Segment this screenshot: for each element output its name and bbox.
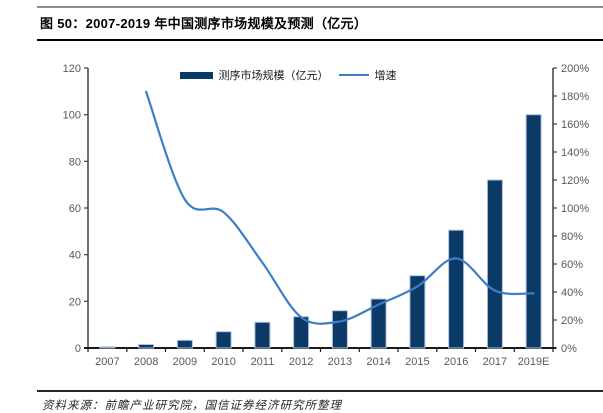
y-axis-right-tick-label: 60% bbox=[561, 259, 583, 271]
legend-item-line: 增速 bbox=[338, 67, 397, 83]
growth-line bbox=[145, 90, 535, 325]
x-axis-category-label: 2010 bbox=[211, 356, 235, 368]
footer-divider bbox=[37, 390, 603, 392]
figure-title: 图 50：2007-2019 年中国测序市场规模及预测（亿元） bbox=[40, 16, 368, 31]
legend-item-bars: 测序市场规模（亿元） bbox=[179, 67, 329, 83]
y-axis-right-tick-label: 180% bbox=[561, 91, 589, 103]
y-axis-left-tick-label: 120 bbox=[63, 63, 81, 75]
y-axis-right-tick-label: 140% bbox=[561, 147, 589, 159]
x-axis-category-label: 2008 bbox=[134, 356, 158, 368]
x-axis-category-label: 2015 bbox=[405, 356, 429, 368]
bar-2016 bbox=[448, 229, 465, 349]
y-axis-left-tick-label: 40 bbox=[69, 250, 81, 262]
top-divider bbox=[37, 6, 603, 8]
chart-legend: 测序市场规模（亿元） 增速 bbox=[88, 68, 488, 82]
x-axis-category-label: 2012 bbox=[289, 356, 313, 368]
bar-2017 bbox=[486, 179, 503, 349]
bar-2014 bbox=[370, 298, 387, 349]
y-axis-right-tick-label: 20% bbox=[561, 315, 583, 327]
legend-bars-label: 测序市场规模（亿元） bbox=[218, 70, 329, 82]
bar-2010 bbox=[215, 331, 232, 349]
x-axis-category-label: 2017 bbox=[483, 356, 507, 368]
x-axis-category-label: 2016 bbox=[444, 356, 468, 368]
y-axis-left-tick-label: 100 bbox=[63, 110, 81, 122]
y-axis-right-tick-label: 40% bbox=[561, 287, 583, 299]
x-axis-category-label: 2013 bbox=[328, 356, 352, 368]
x-axis-category-label: 2019E bbox=[518, 356, 550, 368]
bar-2009 bbox=[176, 339, 193, 349]
y-axis-left-tick-label: 60 bbox=[69, 203, 81, 215]
x-axis-category-label: 2009 bbox=[173, 356, 197, 368]
bar-2019E bbox=[525, 114, 542, 349]
bar-2011 bbox=[254, 321, 271, 349]
legend-line-label: 增速 bbox=[374, 70, 397, 82]
x-axis-category-label: 2007 bbox=[95, 356, 119, 368]
y-axis-left-tick-label: 0 bbox=[75, 343, 81, 355]
bar-2015 bbox=[409, 275, 426, 349]
bar-series-swatch-icon bbox=[179, 71, 213, 79]
y-axis-right-tick-label: 200% bbox=[561, 63, 589, 75]
y-axis-left-tick-label: 20 bbox=[69, 296, 81, 308]
y-axis-right-tick-label: 100% bbox=[561, 203, 589, 215]
line-series-swatch-icon bbox=[338, 74, 369, 76]
y-axis-right-tick-label: 80% bbox=[561, 231, 583, 243]
y-axis-right-tick-label: 120% bbox=[561, 175, 589, 187]
bar-2013 bbox=[331, 310, 348, 349]
source-note: 资料来源：前瞻产业研究院，国信证券经济研究所整理 bbox=[42, 398, 342, 412]
bar-2008 bbox=[138, 344, 155, 349]
x-axis-category-label: 2014 bbox=[366, 356, 390, 368]
chart-canvas: 0 20 40 60 80 100 120 0% 20% 40% 60% 80% 100% 120% 140… bbox=[63, 63, 590, 368]
y-axis-right-tick-label: 160% bbox=[561, 119, 589, 131]
y-axis-left-tick-label: 80 bbox=[69, 156, 81, 168]
x-axis-category-label: 2011 bbox=[251, 356, 275, 368]
title-divider bbox=[37, 39, 603, 41]
y-axis-right-tick-label: 0% bbox=[561, 343, 577, 355]
bar-2007 bbox=[99, 346, 116, 349]
